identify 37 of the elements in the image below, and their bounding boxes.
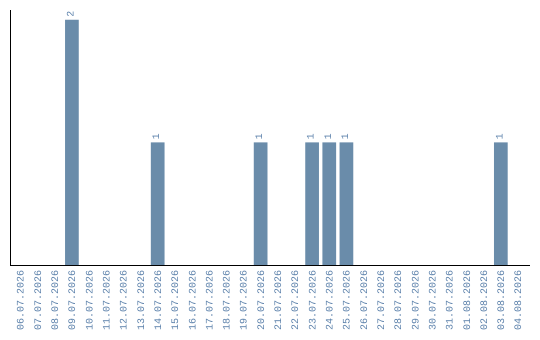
x-tick-label: 08.07.2026 xyxy=(51,270,62,330)
data-label: 1 xyxy=(255,133,266,140)
x-tick-label: 02.08.2026 xyxy=(480,270,491,330)
x-tick-label: 27.07.2026 xyxy=(376,270,388,330)
x-tick-label: 23.07.2026 xyxy=(308,270,320,330)
x-tick-label: 28.07.2026 xyxy=(394,270,406,330)
x-tick-label: 18.07.2026 xyxy=(222,270,234,330)
data-label: 1 xyxy=(324,133,335,140)
x-tick-label: 12.07.2026 xyxy=(120,270,131,330)
x-tick-label: 16.07.2026 xyxy=(188,270,200,330)
data-label: 1 xyxy=(152,133,164,140)
x-tick-label: 06.07.2026 xyxy=(16,270,28,330)
x-tick-label: 10.07.2026 xyxy=(85,270,96,330)
data-label: 1 xyxy=(306,133,318,140)
data-label: 1 xyxy=(340,133,352,140)
data-label: 2 xyxy=(66,10,78,17)
x-tick-label: 29.07.2026 xyxy=(411,270,422,330)
x-tick-label: 17.07.2026 xyxy=(205,270,216,330)
x-tick-label: 15.07.2026 xyxy=(171,270,182,330)
x-tick-label: 11.07.2026 xyxy=(102,270,114,330)
x-tick-label: 31.07.2026 xyxy=(446,270,457,330)
data-label: 1 xyxy=(495,133,506,140)
x-tick-label: 07.07.2026 xyxy=(34,270,45,330)
x-tick-label: 19.07.2026 xyxy=(240,270,251,330)
x-tick-label: 09.07.2026 xyxy=(68,270,80,330)
x-tick-label: 26.07.2026 xyxy=(360,270,371,330)
x-tick-label: 03.08.2026 xyxy=(497,270,508,330)
x-tick-label: 21.07.2026 xyxy=(274,270,286,330)
x-tick-label: 04.08.2026 xyxy=(514,270,526,330)
x-tick-label: 13.07.2026 xyxy=(136,270,148,330)
x-tick-label: 30.07.2026 xyxy=(428,270,440,330)
x-tick-label: 20.07.2026 xyxy=(256,270,268,330)
x-tick-label: 14.07.2026 xyxy=(154,270,165,330)
x-tick-label: 01.08.2026 xyxy=(462,270,474,330)
x-tick-label: 25.07.2026 xyxy=(342,270,354,330)
x-tick-label: 22.07.2026 xyxy=(291,270,302,330)
x-tick-label: 24.07.2026 xyxy=(326,270,337,330)
